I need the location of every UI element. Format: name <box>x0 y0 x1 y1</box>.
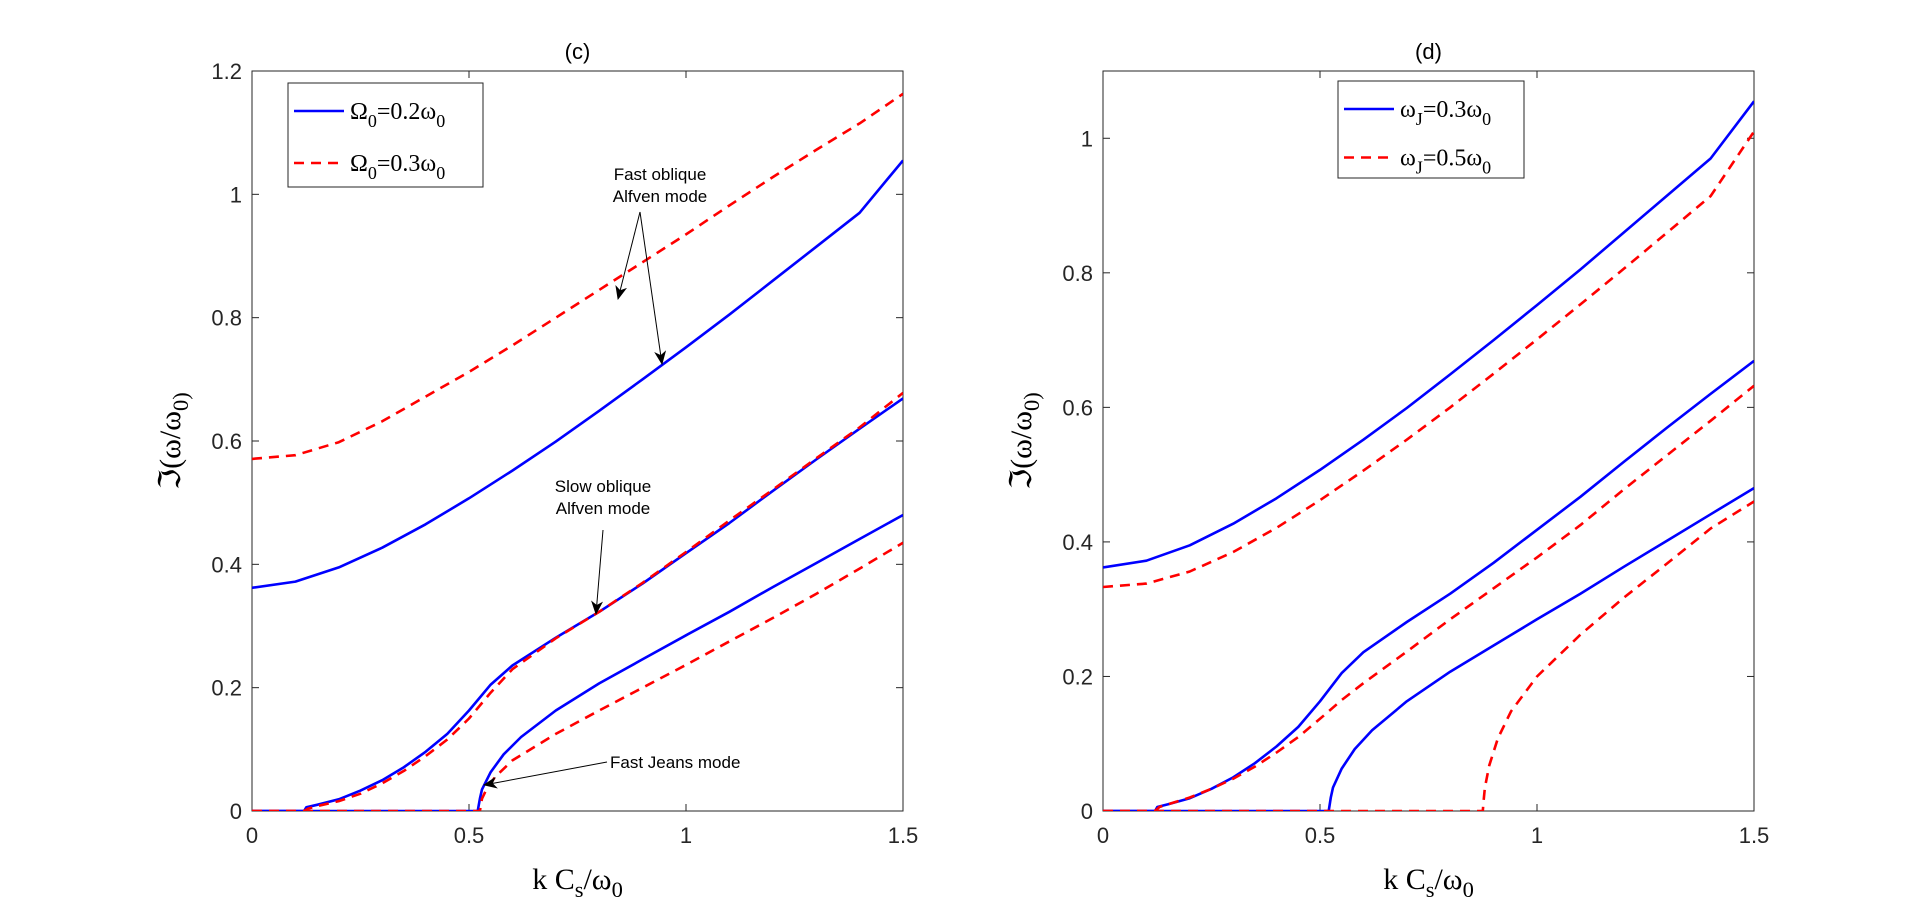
y-tick-label: 0 <box>230 799 242 824</box>
x-tick-label: 0 <box>1097 823 1109 848</box>
series-group <box>252 92 903 811</box>
y-tick-label: 0.8 <box>211 306 242 331</box>
series-line-5 <box>252 541 903 811</box>
series-line-3 <box>1103 130 1754 589</box>
chart-panel-c: 0 0.5 1 1.5 0 0.2 0.4 0.6 0.8 1 1.2 (c) k Cs/ω0 ℑ(ω/ω… <box>154 39 918 899</box>
chart-title: (d) <box>1415 39 1442 64</box>
legend-label-0: Ω0=0.2ω0 <box>350 99 445 131</box>
y-tick-label: 0.2 <box>1062 664 1093 689</box>
y-axis-label: ℑ(ω/ω0) <box>154 392 193 490</box>
y-tick-label: 1.2 <box>211 59 242 84</box>
x-tick-label: 0.5 <box>454 823 485 848</box>
series-line-0 <box>252 159 903 590</box>
x-tick-label: 0.5 <box>1305 823 1336 848</box>
y-tick-label: 1 <box>230 182 242 207</box>
annotation-1: Slow oblique Alfven mode <box>555 477 651 615</box>
annotation-0: Fast oblique Alfven mode <box>613 165 708 365</box>
x-tick-label: 1 <box>680 823 692 848</box>
legend: Ω0=0.2ω0 Ω0=0.3ω0 <box>287 82 484 188</box>
axes-box <box>1102 70 1755 812</box>
annotation-text: Fast Jeans mode <box>610 753 740 772</box>
x-tick-label: 1 <box>1531 823 1543 848</box>
legend-box <box>1337 80 1525 179</box>
series-line-4 <box>252 391 903 811</box>
legend: ωJ=0.3ω0 ωJ=0.5ω0 <box>1337 80 1525 179</box>
series-line-2 <box>1103 486 1754 811</box>
series-line-1 <box>1103 359 1754 811</box>
y-tick-label: 0.6 <box>211 429 242 454</box>
series-line-2 <box>252 513 903 811</box>
annotation-arrow <box>615 211 641 300</box>
y-tick-label: 0.4 <box>1062 530 1093 555</box>
x-tick-label: 0 <box>246 823 258 848</box>
annotation-text: Slow oblique <box>555 477 651 496</box>
legend-label-1: ωJ=0.5ω0 <box>1400 146 1491 178</box>
legend-label-1: Ω0=0.3ω0 <box>350 151 445 183</box>
series-group <box>1103 100 1754 811</box>
series-line-1 <box>252 397 903 811</box>
series-line-3 <box>252 92 903 461</box>
chart-title: (c) <box>565 39 591 64</box>
legend-box <box>287 82 484 188</box>
x-axis-label: k Cs/ω0 <box>1383 863 1474 899</box>
annotation-arrow <box>639 211 667 365</box>
annotation-text: Alfven mode <box>556 499 651 518</box>
series-line-4 <box>1103 384 1754 811</box>
annotation-arrow <box>591 529 604 615</box>
series-line-0 <box>1103 100 1754 569</box>
x-tick-label: 1.5 <box>888 823 919 848</box>
chart-panel-d: 0 0.5 1 1.5 0 0.2 0.4 0.6 0.8 1 (d) k Cs/ω0 ℑ(ω/ω0) ω… <box>1005 39 1769 899</box>
x-tick-label: 1.5 <box>1739 823 1770 848</box>
y-axis-label: ℑ(ω/ω0) <box>1005 392 1044 490</box>
legend-label-0: ωJ=0.3ω0 <box>1400 97 1491 129</box>
y-tick-label: 0 <box>1081 799 1093 824</box>
y-tick-label: 0.2 <box>211 676 242 701</box>
y-tick-label: 0.6 <box>1062 395 1093 420</box>
annotation-text: Alfven mode <box>613 187 708 206</box>
x-axis-label: k Cs/ω0 <box>532 863 623 899</box>
annotation-2: Fast Jeans mode <box>483 753 740 789</box>
annotation-text: Fast oblique <box>614 165 707 184</box>
y-tick-label: 0.8 <box>1062 261 1093 286</box>
y-tick-label: 0.4 <box>211 552 242 577</box>
y-tick-label: 1 <box>1081 126 1093 151</box>
annotation-arrow <box>483 761 608 789</box>
series-line-5 <box>1103 500 1754 811</box>
